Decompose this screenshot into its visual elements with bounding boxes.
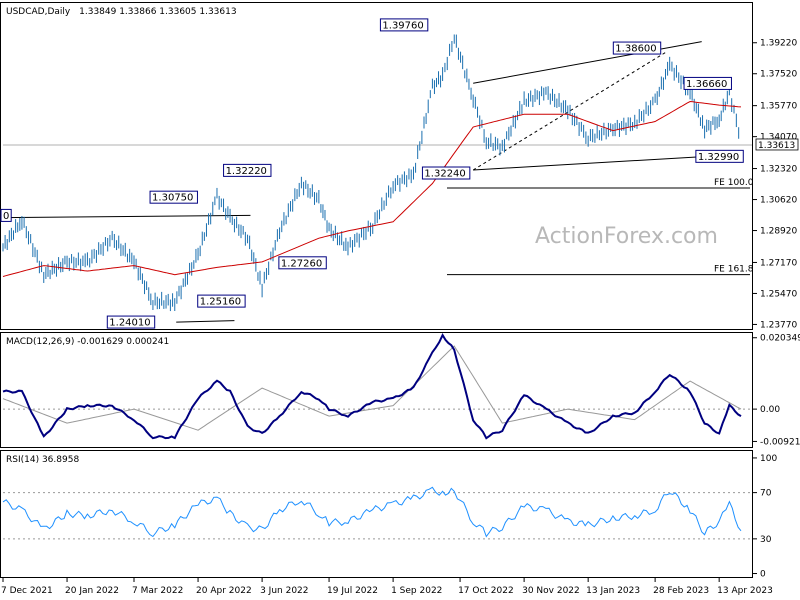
price-tick-label: 1.37520	[760, 70, 797, 80]
x-tick-label: 20 Jan 2022	[65, 586, 119, 596]
macd-tick-label: 0.020349	[760, 334, 800, 344]
pivot-labels: 1.39760 1.38600 1.36660 1.32990 1.32240 1.322…	[0, 18, 744, 329]
fe-level-label: FE 161.8	[714, 265, 754, 275]
pivot-label: 1.32990	[698, 152, 739, 163]
rsi-axis-ticks: 100 70 30 0	[3, 454, 777, 580]
x-tick-label: 17 Oct 2022	[458, 586, 514, 596]
pivot-label: 1.38600	[615, 44, 656, 55]
rsi-series-layer	[2, 486, 742, 538]
rsi-line	[2, 486, 742, 538]
pivot-label: 0	[3, 211, 9, 222]
rsi-pane-title: RSI(14) 36.8958	[6, 455, 79, 465]
x-tick-label: 13 Apr 2023	[717, 586, 773, 596]
current-price-label: 1.33613	[758, 141, 795, 151]
price-tick-label: 1.30620	[760, 196, 797, 206]
macd-pane-title: MACD(12,26,9) -0.001629 0.000241	[6, 337, 169, 347]
macd-tick-label: -0.009215	[760, 437, 800, 447]
pivot-box	[695, 149, 744, 163]
pivot-box	[149, 190, 198, 204]
pivot-box	[612, 41, 662, 55]
rsi-tick-label: 30	[760, 535, 772, 545]
price-series-layer	[2, 34, 742, 312]
pivot-box	[0, 208, 12, 222]
channel-mid-dashed	[472, 52, 666, 171]
channel-upper	[473, 41, 702, 84]
watermark: ActionForex.com	[535, 224, 718, 249]
rsi-tick-label: 0	[760, 570, 766, 580]
rsi-pane-frame	[0, 450, 753, 578]
channel-lower	[473, 155, 708, 171]
pivot-label: 1.25160	[200, 297, 241, 308]
price-pane-title: USDCAD,Daily 1.33849 1.33866 1.33605 1.3…	[6, 7, 237, 17]
pivot-label: 1.27260	[281, 258, 322, 269]
macd-tick-label: 0.00	[760, 405, 780, 415]
fe-level-label: FE 100.0	[714, 178, 754, 188]
x-tick-label: 13 Jan 2023	[586, 586, 640, 596]
fe-levels: FE 100.0 FE 161.8	[447, 178, 754, 276]
macd-pane-frame	[0, 332, 753, 448]
price-tick-label: 1.34070	[760, 133, 797, 143]
macd-main-line	[2, 332, 742, 440]
x-tick-label: 28 Feb 2023	[653, 586, 709, 596]
trendline-upper-2022	[2, 214, 251, 219]
x-tick-label: 30 Nov 2022	[522, 586, 580, 596]
price-tick-label: 1.32320	[760, 165, 797, 175]
x-tick-label: 19 Jul 2022	[327, 586, 378, 596]
pivot-box	[223, 163, 272, 177]
pivot-box	[379, 18, 429, 32]
pivot-box	[106, 315, 156, 329]
current-price-box	[755, 138, 799, 151]
pivot-label: 1.36660	[686, 79, 727, 90]
pivot-label: 1.30750	[152, 193, 193, 204]
price-tick-label: 1.28920	[760, 227, 797, 237]
macd-axis-ticks: 0.020349 0.00 -0.009215	[3, 334, 800, 447]
price-tick-label: 1.25470	[760, 289, 797, 299]
x-tick-label: 1 Sep 2022	[391, 586, 442, 596]
price-axis-ticks: 1.39220 1.37520 1.35770 1.34070 1.32320 1.306…	[3, 39, 799, 330]
price-tick-label: 1.39220	[760, 39, 797, 49]
pivot-box	[421, 166, 471, 180]
price-tick-label: 1.35770	[760, 102, 797, 112]
pivot-box	[197, 294, 246, 308]
pivot-label: 1.32220	[226, 166, 267, 177]
pivot-label: 1.24010	[109, 318, 150, 329]
macd-series-layer	[2, 332, 742, 440]
symbol-title: USDCAD,Daily	[6, 7, 71, 17]
price-tick-label: 1.23770	[760, 320, 797, 330]
ohlc-values: 1.33849 1.33866 1.33605 1.33613	[79, 7, 236, 17]
x-tick-label: 7 Mar 2022	[132, 586, 183, 596]
x-tick-label: 20 Apr 2022	[196, 586, 252, 596]
rsi-tick-label: 70	[760, 489, 772, 499]
price-tick-label: 1.27170	[760, 258, 797, 268]
pivot-box	[683, 76, 732, 90]
pivot-box	[278, 256, 327, 270]
pivot-label: 1.39760	[382, 20, 423, 31]
moving-average-line	[2, 100, 742, 277]
x-tick-label: 7 Dec 2021	[1, 586, 53, 596]
trendlines	[2, 41, 708, 323]
pivot-label: 1.32240	[424, 169, 465, 180]
x-axis: 7 Dec 2021 20 Jan 2022 7 Mar 2022 20 Apr 20…	[1, 578, 773, 596]
x-tick-label: 3 Jun 2022	[260, 586, 308, 596]
rsi-tick-label: 100	[760, 454, 777, 464]
trendline-low-2022	[176, 320, 235, 323]
